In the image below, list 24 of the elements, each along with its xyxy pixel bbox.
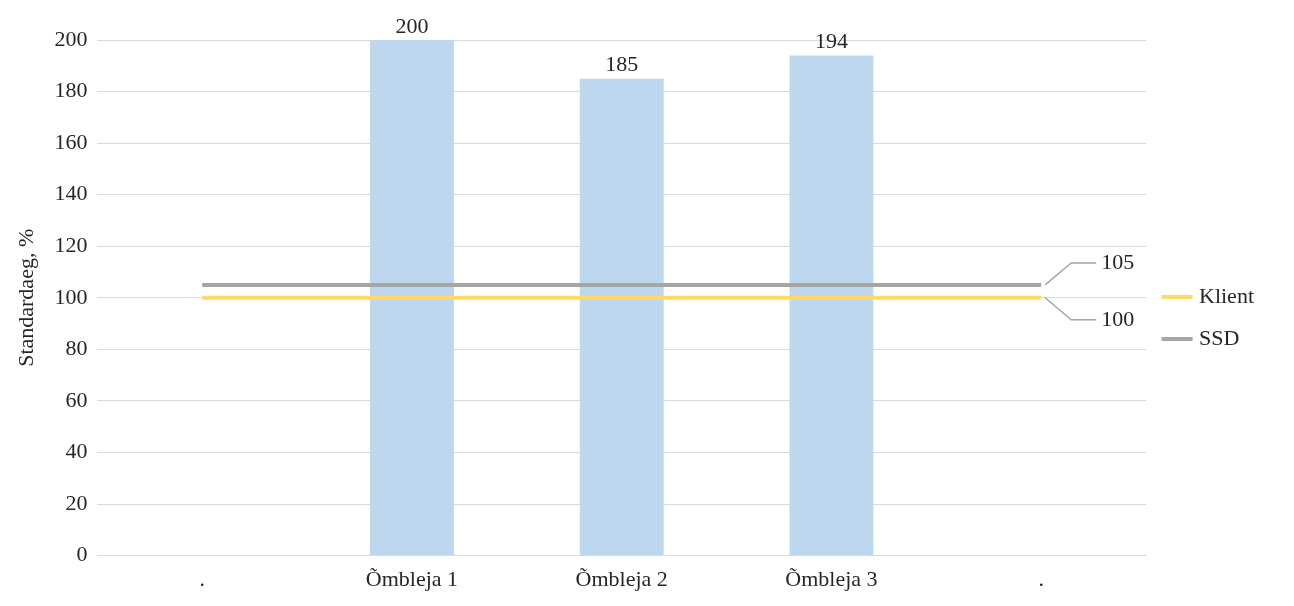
y-tick-label: 120 — [54, 232, 88, 258]
y-tick-label: 160 — [54, 128, 88, 154]
legend-label: SSD — [1199, 324, 1240, 350]
x-tick-label: . — [199, 565, 206, 591]
y-tick-label: 0 — [76, 541, 88, 567]
x-tick-label: Õmbleja 1 — [365, 565, 459, 591]
y-tick-label: 60 — [65, 386, 88, 412]
y-tick-label: 20 — [65, 489, 88, 515]
legend-label: Klient — [1199, 282, 1255, 308]
data-label: 185 — [605, 51, 639, 77]
data-label: 200 — [395, 12, 429, 38]
data-label: 105 — [1101, 248, 1135, 274]
x-tick-label: Õmbleja 2 — [575, 565, 668, 591]
y-tick-label: 100 — [54, 283, 88, 309]
data-label: 194 — [814, 28, 848, 54]
y-tick-label: 40 — [65, 438, 88, 464]
x-tick-label: Õmbleja 3 — [785, 565, 878, 591]
y-tick-label: 80 — [65, 335, 88, 361]
y-axis-title: Standardaeg, % — [12, 228, 38, 367]
x-tick-label: . — [1038, 565, 1044, 591]
y-tick-label: 140 — [54, 180, 88, 206]
data-label: 100 — [1101, 305, 1135, 331]
y-tick-label: 180 — [54, 77, 88, 103]
y-tick-label: 200 — [54, 25, 88, 51]
